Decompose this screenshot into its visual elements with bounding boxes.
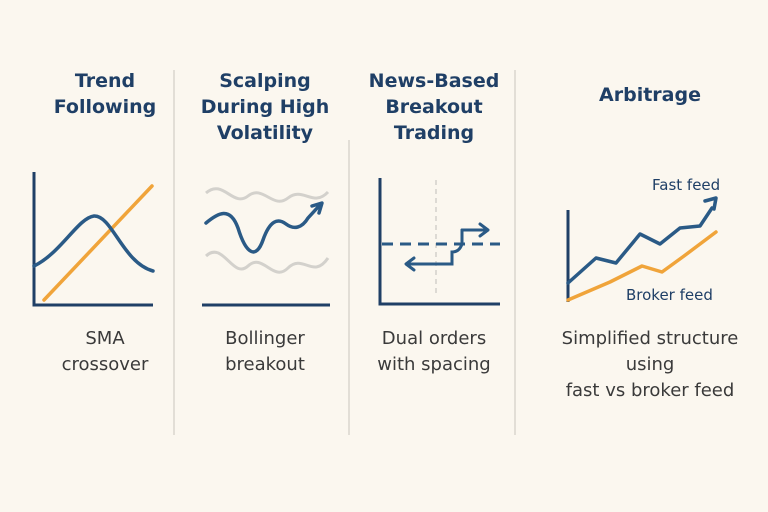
scalping-title: Scalping During High Volatility (200, 70, 330, 144)
sma-crossover-caption: SMA crossover (61, 328, 149, 375)
dual-orders-caption: Dual orders with spacing (377, 328, 491, 375)
axes (378, 178, 500, 306)
sma-crossover-chart (32, 172, 155, 307)
trend-following-title: Trend Following (53, 70, 157, 118)
arbitrage-title: Arbitrage (599, 84, 701, 106)
dual-orders-chart (378, 178, 500, 306)
sell-arrow (404, 256, 416, 272)
bollinger-chart (202, 187, 330, 307)
price-step (406, 228, 464, 266)
divider-1 (173, 70, 175, 435)
broker-feed-line (566, 230, 718, 302)
arbitrage-caption: Simplified structure using fast vs broke… (561, 328, 739, 401)
fast-feed-label: Fast feed (652, 176, 720, 194)
lower-band (204, 250, 330, 274)
buy-arrow (460, 222, 490, 238)
breakout-arrowhead (310, 201, 324, 215)
divider-2 (348, 140, 350, 435)
price-line (204, 204, 321, 254)
fast-feed-arrowhead (703, 196, 718, 211)
orange-line (42, 184, 154, 302)
broker-feed-label: Broker feed (626, 286, 713, 304)
blue-curve (32, 214, 155, 273)
bollinger-caption: Bollinger breakout (225, 328, 305, 375)
arbitrage-chart: Fast feed Broker feed (566, 176, 720, 304)
news-breakout-title: News-Based Breakout Trading (368, 70, 500, 144)
axes (32, 172, 153, 307)
upper-band (205, 187, 330, 203)
fast-feed-line (566, 206, 714, 285)
divider-3 (514, 70, 516, 435)
